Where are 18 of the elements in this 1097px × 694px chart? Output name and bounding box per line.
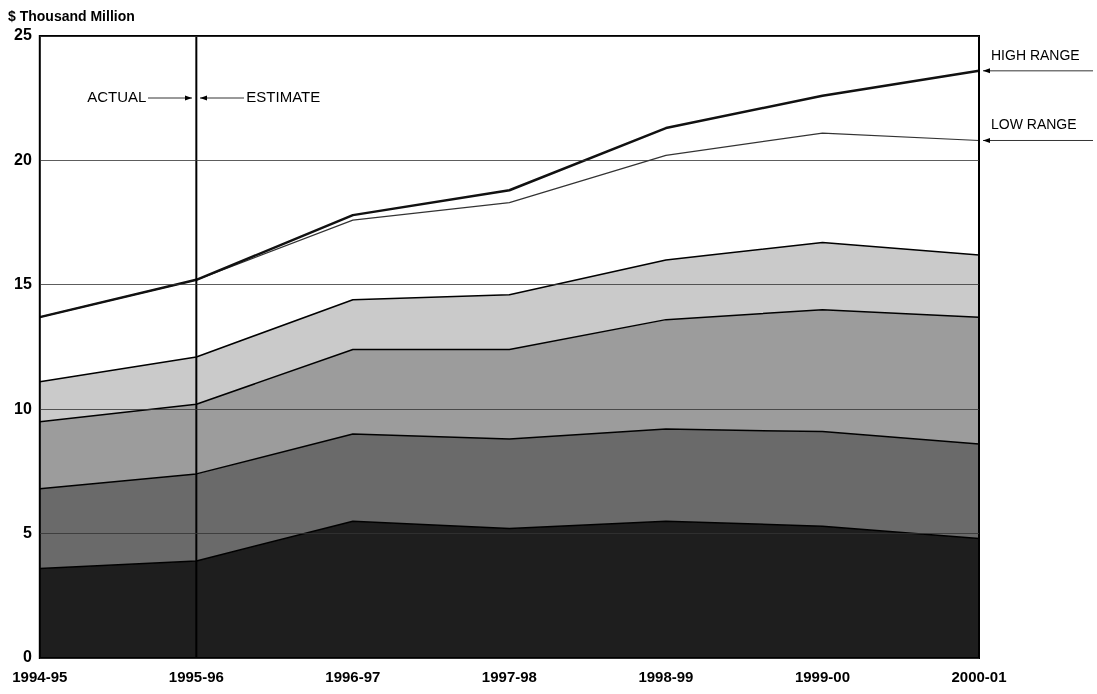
annotation: ESTIMATE bbox=[246, 88, 321, 106]
x-tick-label: 1994-95 bbox=[12, 668, 68, 686]
x-tick-label: 1995-96 bbox=[168, 668, 224, 686]
y-axis-title: $ Thousand Million bbox=[8, 8, 135, 24]
x-tick-label: 1998-99 bbox=[638, 668, 694, 686]
y-tick-label: 10 bbox=[14, 399, 32, 417]
series-label: LOW RANGE bbox=[991, 116, 1077, 133]
x-tick-label: 1999-00 bbox=[794, 668, 850, 686]
y-tick-label: 20 bbox=[14, 150, 32, 168]
y-tick-label: 0 bbox=[22, 648, 32, 666]
y-tick-label: 25 bbox=[14, 26, 32, 44]
annotation: ACTUAL bbox=[87, 88, 147, 106]
x-tick-label: 2000-01 bbox=[951, 668, 1007, 686]
y-tick-label: 15 bbox=[14, 275, 32, 293]
y-tick-label: 5 bbox=[22, 524, 32, 542]
series-label: HIGH RANGE bbox=[991, 46, 1080, 63]
x-tick-label: 1997-98 bbox=[481, 668, 537, 686]
x-tick-label: 1996-97 bbox=[325, 668, 381, 686]
